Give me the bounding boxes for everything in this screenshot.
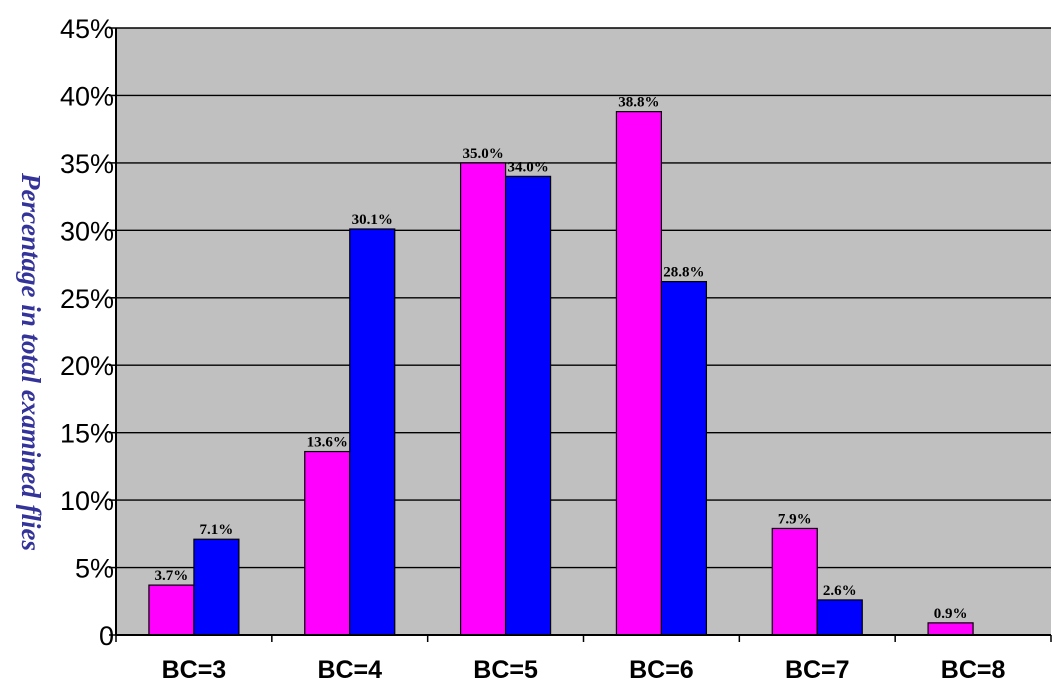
y-tick-label: 20% [60,351,114,381]
data-labels: 3.7% 7.1% 13.6% 30.1% 35.0%34.0% 38.8% 28.8% 7.… [155,95,968,622]
y-tick-label: 45% [60,14,114,44]
bar [771,527,818,636]
x-tick-labels: BC=3 BC=4 BC=5 BC=6 BC=7 BC=8 [115,635,1052,684]
bar [193,538,240,636]
data-label: 7.1% [200,522,234,538]
bar [816,599,863,636]
y-tick-label: 25% [60,284,114,314]
bar [927,622,974,636]
x-tick-label: BC=8 [941,656,1006,684]
data-label: 30.1% [352,212,393,228]
data-label: 34.0% [507,159,548,175]
data-label: 13.6% [307,435,348,451]
data-label: 28.8% [663,265,704,281]
y-tick-label: 5% [75,554,114,584]
data-label: 2.6% [823,583,857,599]
x-tick-label: BC=7 [785,656,850,684]
y-tick-labels: 0 5% 10% 15% 20% 25% 30% 35% 40% 45% [60,14,116,651]
y-tick-label: 30% [60,216,114,246]
data-label: 7.9% [778,511,812,527]
bar [148,584,195,636]
bar [504,175,552,636]
data-label: 0.9% [934,606,968,622]
x-tick-label: BC=3 [162,656,227,684]
bar [349,228,396,636]
x-tick-label: BC=6 [629,656,694,684]
y-tick-label: 0 [99,621,114,651]
bars [148,111,974,636]
y-tick-label: 10% [60,486,114,516]
plot-area [116,28,1051,635]
x-tick-label: BC=5 [473,656,538,684]
bar [660,280,708,636]
bar [304,450,351,636]
y-tick-label: 40% [60,81,114,111]
data-label: 38.8% [618,95,659,111]
bar [459,162,507,636]
y-axis-label: Percentage in total examined flies [16,172,46,551]
x-tick-label: BC=4 [317,656,382,684]
grid-lines [116,27,1051,569]
bar [615,111,663,636]
y-tick-label: 35% [60,149,114,179]
y-tick-label: 15% [60,419,114,449]
data-label: 35.0% [462,146,503,162]
data-label: 3.7% [155,568,189,584]
